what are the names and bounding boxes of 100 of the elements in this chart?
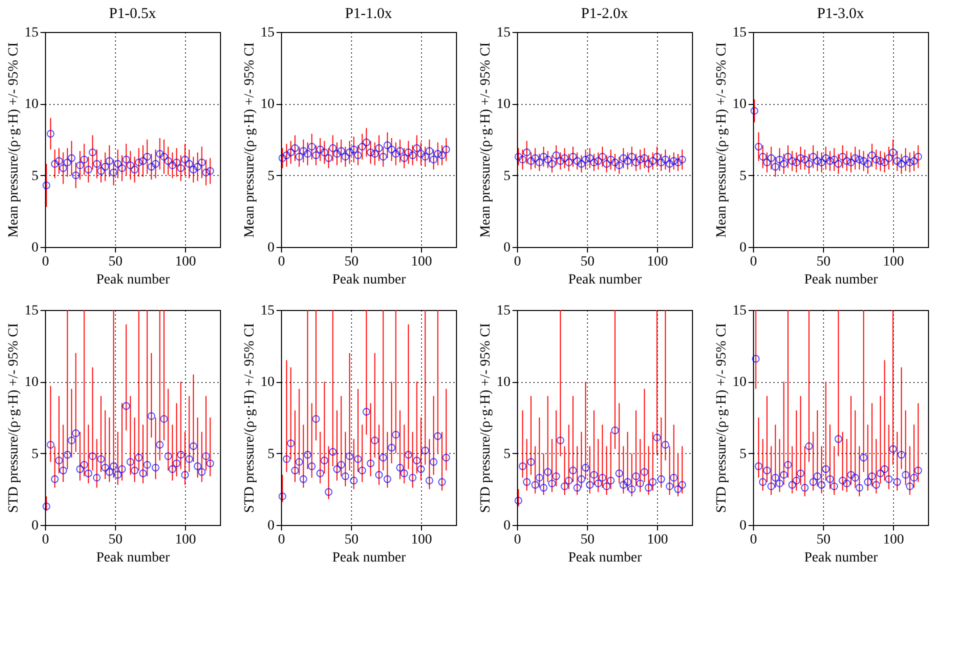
point bbox=[148, 412, 156, 420]
point bbox=[522, 478, 531, 486]
point bbox=[181, 470, 189, 479]
point bbox=[122, 402, 130, 410]
point bbox=[582, 464, 590, 472]
point bbox=[788, 157, 796, 165]
x-axis-title: Peak number bbox=[96, 272, 170, 288]
point bbox=[548, 480, 556, 488]
y-tick-label: 0 bbox=[32, 518, 38, 534]
x-tick-label: 0 bbox=[278, 532, 285, 548]
point bbox=[750, 106, 758, 115]
point bbox=[417, 150, 425, 158]
point bbox=[46, 130, 54, 138]
point bbox=[880, 158, 888, 166]
point bbox=[640, 468, 648, 476]
point bbox=[114, 470, 122, 479]
x-tick-label: 100 bbox=[883, 254, 904, 270]
y-axis-title: STD pressure/(ρ·g·H) +/- 95% CI bbox=[242, 322, 258, 513]
point bbox=[164, 157, 172, 165]
point bbox=[560, 154, 568, 162]
y-tick-label: 15 bbox=[24, 26, 38, 40]
point bbox=[358, 142, 366, 151]
x-tick-label: 100 bbox=[647, 532, 668, 548]
point bbox=[544, 156, 552, 164]
point bbox=[666, 482, 674, 490]
point bbox=[172, 460, 180, 468]
point bbox=[847, 470, 855, 479]
point bbox=[421, 446, 430, 454]
point bbox=[148, 162, 156, 171]
point bbox=[286, 148, 295, 156]
point bbox=[396, 147, 404, 155]
point bbox=[648, 157, 657, 165]
y-tick-label: 10 bbox=[496, 97, 510, 112]
point bbox=[648, 478, 657, 486]
point bbox=[304, 150, 312, 158]
point bbox=[856, 484, 864, 492]
point bbox=[767, 154, 776, 162]
y-tick-label: 0 bbox=[740, 240, 746, 256]
y-tick-label: 10 bbox=[732, 97, 746, 112]
point bbox=[328, 144, 337, 152]
point bbox=[68, 436, 76, 444]
x-tick-label: 50 bbox=[580, 532, 594, 548]
point bbox=[84, 166, 92, 174]
point bbox=[426, 147, 434, 155]
point bbox=[674, 158, 682, 166]
point bbox=[670, 157, 678, 165]
point bbox=[375, 470, 383, 479]
point bbox=[758, 152, 767, 161]
point bbox=[76, 161, 84, 170]
y-axis-title: Mean pressure/(ρ·g·H) +/- 95% CI bbox=[478, 42, 494, 238]
point bbox=[392, 430, 400, 439]
point bbox=[632, 472, 640, 480]
point bbox=[320, 456, 328, 464]
point bbox=[88, 452, 96, 460]
point bbox=[134, 454, 143, 462]
point bbox=[55, 456, 63, 464]
point bbox=[72, 429, 80, 438]
point bbox=[598, 474, 606, 482]
point bbox=[342, 152, 350, 161]
point bbox=[884, 475, 893, 483]
point bbox=[838, 476, 846, 484]
point bbox=[893, 157, 902, 165]
point bbox=[598, 152, 606, 161]
x-tick-label: 50 bbox=[580, 254, 594, 270]
point bbox=[657, 158, 666, 166]
point bbox=[606, 476, 615, 484]
point bbox=[392, 150, 400, 158]
point bbox=[784, 460, 792, 469]
y-tick-label: 15 bbox=[24, 304, 38, 318]
point bbox=[122, 156, 130, 164]
y-axis-title: Mean pressure/(ρ·g·H) +/- 95% CI bbox=[714, 42, 730, 238]
x-tick-label: 0 bbox=[750, 254, 757, 270]
point bbox=[763, 158, 771, 166]
point bbox=[164, 452, 172, 460]
point bbox=[780, 160, 788, 168]
point bbox=[889, 445, 897, 453]
point bbox=[611, 426, 619, 434]
point bbox=[624, 157, 632, 165]
point bbox=[666, 160, 674, 168]
point bbox=[312, 151, 320, 160]
point bbox=[636, 156, 644, 164]
point bbox=[898, 450, 906, 459]
point bbox=[101, 464, 110, 472]
point bbox=[582, 156, 590, 164]
point bbox=[792, 476, 800, 484]
point bbox=[362, 408, 370, 416]
point bbox=[644, 160, 652, 168]
point bbox=[864, 160, 872, 168]
point bbox=[194, 162, 202, 171]
point bbox=[914, 152, 922, 161]
point bbox=[606, 156, 615, 164]
point bbox=[185, 455, 194, 463]
point bbox=[46, 440, 54, 449]
point bbox=[358, 466, 366, 474]
point bbox=[578, 160, 586, 168]
point bbox=[64, 450, 72, 459]
chart-title: P1-3.0x bbox=[816, 6, 865, 22]
point bbox=[206, 460, 214, 468]
y-tick-label: 5 bbox=[32, 168, 38, 184]
point bbox=[160, 415, 168, 423]
